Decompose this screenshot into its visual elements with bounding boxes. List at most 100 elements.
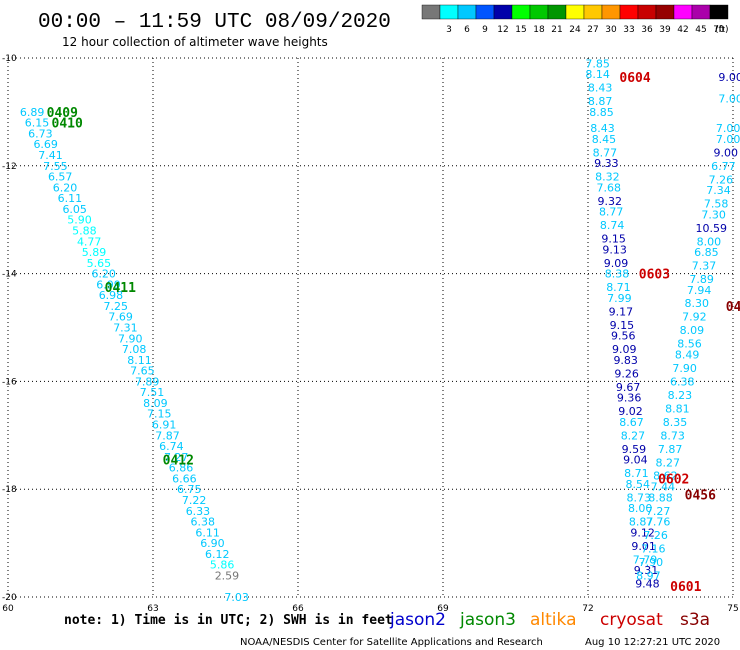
data-point-label: 7.15	[147, 408, 172, 421]
data-point-label: 9.32	[598, 195, 623, 208]
data-point-label: 7.58	[704, 198, 729, 211]
data-point-label: 7.55	[43, 160, 68, 173]
data-point-label: 8.27	[621, 429, 646, 442]
time-label: 0456	[685, 489, 716, 504]
satellite-name: jason2	[389, 610, 446, 630]
data-point-label: 8.71	[606, 281, 631, 294]
time-label: 0604	[619, 71, 650, 86]
data-point-label: 6.69	[33, 138, 58, 151]
data-point-label: 6.86	[169, 462, 194, 475]
data-point-label: 7.92	[682, 311, 707, 324]
data-point-label: 5.88	[72, 224, 97, 237]
data-point-label: 9.36	[617, 392, 642, 405]
data-point-label: 8.30	[685, 297, 710, 310]
data-point-label: 6.99	[96, 278, 121, 291]
data-point-label: 9.01	[631, 540, 656, 553]
satellite-name: jason3	[459, 610, 516, 630]
data-point-label: 6.90	[200, 537, 225, 550]
time-label: 0410	[52, 117, 83, 132]
x-tick-label: 66	[292, 604, 304, 614]
legend-swatch	[601, 4, 621, 20]
plot-grid	[7, 57, 734, 598]
data-point-label: 8.97	[636, 569, 661, 582]
data-point-label: 9.26	[614, 367, 639, 380]
legend-unit: (ft)	[715, 25, 729, 35]
data-point-label: 8.87	[588, 95, 613, 108]
data-point-label: 8.43	[590, 122, 615, 135]
data-point-label: 8.73	[660, 429, 685, 442]
data-point-label: 6.74	[159, 440, 184, 453]
data-point-label: 7.26	[643, 529, 668, 542]
data-point-label: 6.77	[711, 160, 736, 173]
data-point-label: 7.25	[104, 300, 129, 313]
legend-swatch	[511, 4, 531, 20]
data-point-label: 7.30	[701, 208, 726, 221]
data-point-label: 5.90	[67, 214, 92, 227]
data-point-label: 6.38	[670, 375, 695, 388]
data-point-label: 8.23	[668, 389, 693, 402]
data-point-label: 6.38	[191, 516, 216, 529]
data-point-label: 6.15	[25, 117, 50, 130]
axis-ticks: 60 63 66 69 72 75 -10 -12 -14 -16 -18 -20	[2, 54, 739, 614]
satellite-name: cryosat	[600, 610, 663, 630]
data-point-label: 7.76	[646, 516, 671, 529]
legend-swatch	[637, 4, 657, 20]
data-point-label: 8.87	[629, 516, 654, 529]
data-point-label: 7.69	[108, 311, 133, 324]
legend-swatch	[529, 4, 549, 20]
legend-swatch	[619, 4, 639, 20]
data-point-label: 8.14	[585, 68, 610, 81]
legend-label: 33	[623, 25, 634, 35]
legend-label: 45	[695, 25, 706, 35]
y-tick-label: -20	[2, 593, 17, 603]
legend-label: 6	[464, 25, 470, 35]
data-point-label: 7.27	[164, 451, 189, 464]
time-label: 0412	[163, 454, 194, 469]
data-point-label: 7.89	[689, 273, 714, 286]
data-point-label: 7.27	[646, 505, 671, 518]
data-point-label: 7.51	[140, 386, 165, 399]
data-point-label: 9.59	[622, 443, 647, 456]
time-label: 0602	[658, 472, 689, 487]
data-point-label: 9.31	[634, 564, 659, 577]
data-point-label: 8.49	[675, 348, 700, 361]
legend-swatch	[493, 4, 513, 20]
time-label: 0603	[639, 268, 670, 283]
legend-swatch	[673, 4, 693, 20]
data-point-label: 8.88	[648, 491, 673, 504]
legend-swatch	[583, 4, 603, 20]
data-point-label: 9.48	[635, 578, 660, 591]
chart-title: 00:00 – 11:59 UTC 08/09/2020	[38, 11, 391, 34]
x-tick-label: 75	[727, 604, 738, 614]
data-point-label: 6.05	[62, 203, 87, 216]
data-point-label: 7.37	[692, 260, 717, 273]
data-point-label: 8.56	[677, 338, 702, 351]
legend-label: 15	[515, 25, 526, 35]
data-point-label: 8.85	[589, 106, 614, 119]
legend-label: 36	[641, 25, 653, 35]
data-point-label: 7.08	[122, 343, 147, 356]
data-point-label: 7.22	[182, 494, 207, 507]
data-point-label: 8.09	[143, 397, 168, 410]
data-point-label: 8.11	[127, 354, 152, 367]
data-point-label: 6.12	[205, 548, 230, 561]
data-point-label: 9.17	[609, 305, 634, 318]
data-point-label: 8.73	[627, 491, 652, 504]
data-point-label: 9.13	[602, 243, 627, 256]
data-point-label: 7.90	[639, 556, 664, 569]
legend-swatch	[421, 4, 441, 20]
legend-label: 12	[497, 25, 508, 35]
legend-label: 70	[713, 25, 725, 35]
data-point-label: 7.00	[716, 122, 740, 135]
data-point-label: 7.94	[687, 284, 712, 297]
data-point-label: 6.57	[48, 171, 73, 184]
data-point-label: 7.44	[651, 481, 676, 494]
legend-label: 39	[659, 25, 671, 35]
data-point-label: 6.75	[177, 483, 202, 496]
data-point-label: 6.98	[99, 289, 124, 302]
data-point-label: 7.68	[597, 181, 622, 194]
data-point-label: 6.91	[152, 419, 177, 432]
data-point-label: 8.71	[624, 467, 649, 480]
